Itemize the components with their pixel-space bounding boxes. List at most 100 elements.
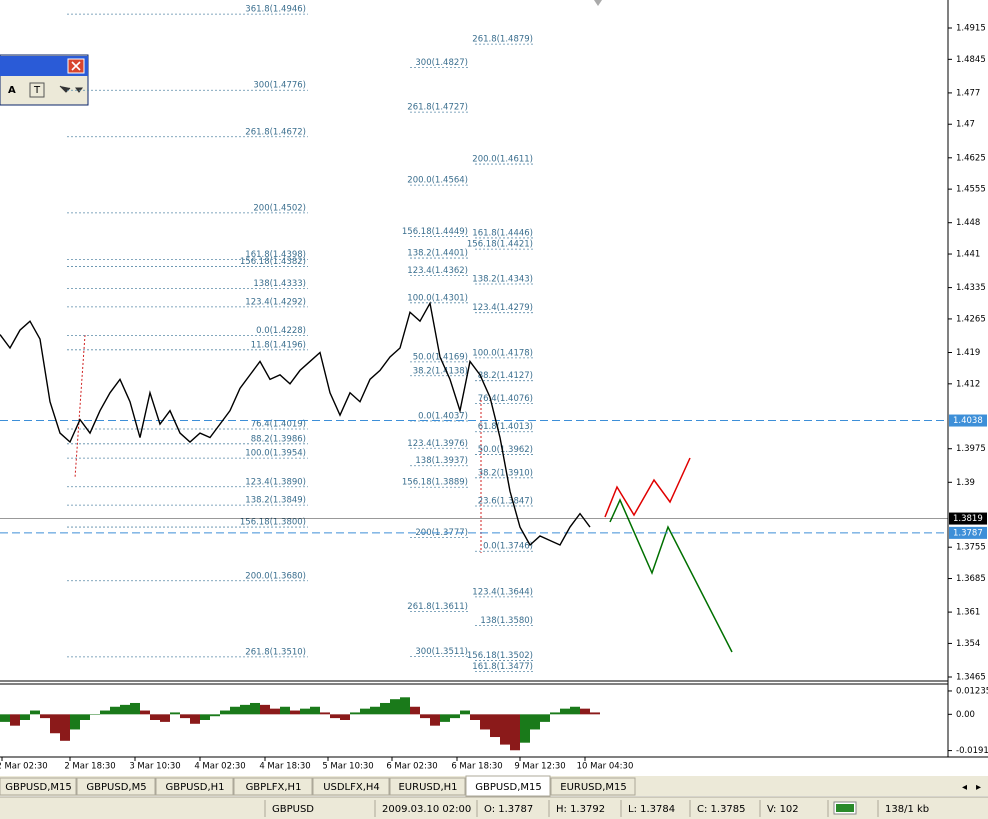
tab-label[interactable]: GBPUSD,M15 xyxy=(475,782,542,793)
histogram-bar xyxy=(20,714,30,720)
histogram-bar xyxy=(480,714,490,730)
histogram-bar xyxy=(90,714,100,715)
tab[interactable] xyxy=(0,777,77,796)
scroll-right[interactable]: ▸ xyxy=(976,782,981,793)
tab-label[interactable]: EURUSD,H1 xyxy=(398,782,457,793)
histogram-bar xyxy=(430,714,440,726)
histogram-bar xyxy=(500,714,510,745)
y-tick-label: 1.4335 xyxy=(956,283,986,293)
y-tick-label: 1.4915 xyxy=(956,24,986,34)
fibo-label: 88.2(1.4127) xyxy=(478,371,533,381)
histogram-bar xyxy=(510,714,520,751)
histogram-bar xyxy=(340,714,350,720)
histogram-bar xyxy=(30,710,40,715)
fibo-label: 161.8(1.4398) xyxy=(245,250,306,260)
status-field: H: 1.3792 xyxy=(556,804,605,815)
fibo-label: 123.4(1.3644) xyxy=(472,587,533,597)
tab[interactable] xyxy=(76,777,156,796)
y-tick-label: 1.39 xyxy=(956,478,975,488)
histogram-bar xyxy=(120,704,130,715)
y-tick-label: 0.00 xyxy=(956,710,975,720)
tab[interactable] xyxy=(465,775,551,797)
y-tick-label: 0.01235 xyxy=(956,686,988,696)
x-tick-label: 9 Mar 12:30 xyxy=(514,762,565,772)
fibo-label: 23.6(1.3847) xyxy=(478,497,533,507)
fibo-label: 0.0(1.4228) xyxy=(256,326,306,336)
drawing-toolbar: A T xyxy=(0,54,89,106)
fibo-label: 200(1.4502) xyxy=(253,203,306,213)
fibo-label: 138(1.3580) xyxy=(480,616,533,626)
fibo-label: 76.4(1.4019) xyxy=(251,420,306,430)
y-tick-label: 1.4555 xyxy=(956,185,986,195)
fibo-label: 200.0(1.4611) xyxy=(472,155,533,165)
histogram-bar xyxy=(50,714,60,734)
price-tag xyxy=(949,526,987,539)
projection-up xyxy=(604,457,691,518)
fibo-label: 100.0(1.4301) xyxy=(407,293,468,303)
histogram-bar xyxy=(0,714,10,722)
projection-down xyxy=(609,498,733,653)
histogram-bar xyxy=(270,708,280,715)
histogram-bar xyxy=(550,712,560,715)
fibo-label: 156.18(1.3800) xyxy=(240,518,306,528)
x-tick-label: 3 Mar 10:30 xyxy=(129,762,180,772)
histogram-bar xyxy=(210,714,220,717)
tab[interactable] xyxy=(155,777,234,796)
tab[interactable] xyxy=(389,777,466,796)
fibo-label: 261.8(1.4879) xyxy=(472,35,533,45)
status-field: GBPUSD xyxy=(272,804,314,815)
price-tag xyxy=(949,414,987,427)
y-tick-label: 1.4845 xyxy=(956,55,986,65)
status-field: 2009.03.10 02:00 xyxy=(382,804,471,815)
histogram-bar xyxy=(450,714,460,719)
histogram-bar xyxy=(170,712,180,715)
y-tick-label: 1.3465 xyxy=(956,673,986,683)
price-tag-label: 1.3787 xyxy=(953,528,983,538)
tab-label[interactable]: GBPUSD,H1 xyxy=(165,782,224,793)
fibo-label: 361.8(1.4946) xyxy=(245,5,306,15)
tab-label[interactable]: GBPLFX,H1 xyxy=(246,782,302,793)
histogram-bar xyxy=(420,714,430,719)
tab-label[interactable]: EURUSD,M15 xyxy=(560,782,626,793)
fibo-label: 138(1.4333) xyxy=(253,279,306,289)
y-tick-label: 1.4265 xyxy=(956,314,986,324)
price-tag xyxy=(949,512,987,525)
scroll-left[interactable]: ◂ xyxy=(962,782,967,793)
histogram-bar xyxy=(360,708,370,715)
toolbar-titlebar xyxy=(0,56,88,76)
tab-label[interactable]: GBPUSD,M15 xyxy=(5,782,72,793)
y-tick-label: -0.01917 xyxy=(956,746,988,756)
histogram-bar xyxy=(540,714,550,722)
tab[interactable] xyxy=(233,777,313,796)
histogram-bar xyxy=(300,708,310,715)
histogram-bar xyxy=(440,714,450,722)
y-tick-label: 1.354 xyxy=(956,639,980,649)
fibo-label: 161.8(1.4446) xyxy=(472,228,533,238)
tab[interactable] xyxy=(550,777,636,796)
histogram-bar xyxy=(80,714,90,720)
fibo-label: 61.8(1.4013) xyxy=(478,422,533,432)
y-tick-label: 1.477 xyxy=(956,88,980,98)
histogram-bar xyxy=(320,712,330,715)
histogram-bar xyxy=(250,702,260,715)
fibo-label: 156.18(1.4382) xyxy=(240,257,306,267)
tab[interactable] xyxy=(312,777,390,796)
histogram-bar xyxy=(260,704,270,715)
x-tick-label: 4 Mar 18:30 xyxy=(259,762,310,772)
text-tool[interactable]: A xyxy=(8,85,16,96)
fibo-label: 200(1.3777) xyxy=(415,528,468,538)
histogram-bar xyxy=(520,714,530,743)
tab-label[interactable]: GBPUSD,M5 xyxy=(86,782,146,793)
histogram-bar xyxy=(330,714,340,719)
histogram-bar xyxy=(460,710,470,715)
fibo-label: 0.0(1.4037) xyxy=(418,411,468,421)
x-tick-label: 5 Mar 10:30 xyxy=(322,762,373,772)
fibo-label: 156.18(1.4421) xyxy=(467,240,533,250)
fibo-label: 138(1.3937) xyxy=(415,456,468,466)
label-tool[interactable]: T xyxy=(33,85,41,96)
histogram-bar xyxy=(410,706,420,715)
x-tick-label: 10 Mar 04:30 xyxy=(577,762,634,772)
y-tick-label: 1.419 xyxy=(956,348,980,358)
tab-label[interactable]: USDLFX,H4 xyxy=(323,782,380,793)
